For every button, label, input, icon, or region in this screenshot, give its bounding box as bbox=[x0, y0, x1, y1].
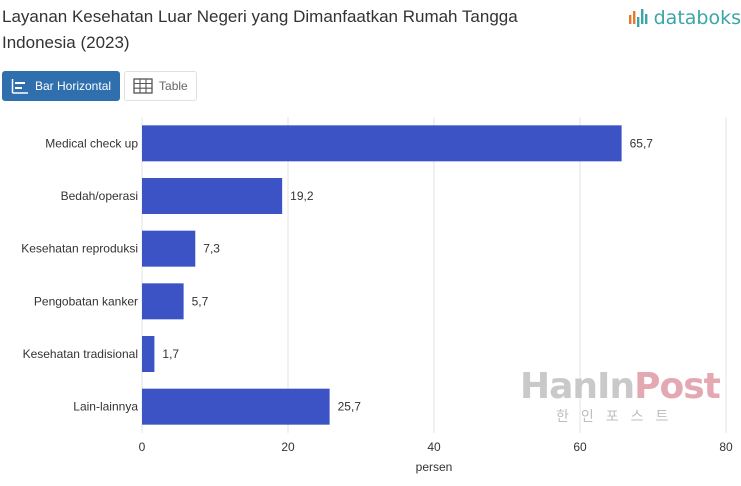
value-label: 25,7 bbox=[338, 400, 362, 414]
value-label: 5,7 bbox=[192, 294, 209, 308]
view-toolbar: Bar Horizontal Table bbox=[2, 71, 197, 101]
bar[interactable] bbox=[142, 336, 155, 372]
category-label: Bedah/operasi bbox=[61, 189, 138, 203]
chart-title: Layanan Kesehatan Luar Negeri yang Diman… bbox=[2, 7, 518, 52]
x-tick-label: 80 bbox=[719, 440, 733, 454]
category-label: Pengobatan kanker bbox=[34, 294, 138, 308]
category-label: Lain-lainnya bbox=[73, 400, 138, 414]
category-label: Kesehatan reproduksi bbox=[21, 242, 138, 256]
bar[interactable] bbox=[142, 388, 330, 425]
value-label: 19,2 bbox=[290, 189, 314, 203]
bar-horizontal-button[interactable]: Bar Horizontal bbox=[2, 71, 121, 101]
x-tick-label: 40 bbox=[427, 440, 441, 454]
x-tick-label: 60 bbox=[573, 440, 587, 454]
value-label: 65,7 bbox=[630, 136, 654, 150]
x-tick-label: 20 bbox=[281, 440, 295, 454]
bar[interactable] bbox=[142, 283, 184, 320]
bar-horizontal-label: Bar Horizontal bbox=[35, 79, 112, 93]
table-grid-icon bbox=[133, 78, 153, 94]
logo-text: databoks bbox=[653, 7, 741, 29]
bar[interactable] bbox=[142, 230, 196, 267]
bar[interactable] bbox=[142, 178, 283, 214]
bar-chart-icon bbox=[11, 78, 29, 94]
value-label: 1,7 bbox=[162, 347, 179, 361]
bar-chart: 0 20 40 60 80 Medical check up 65,7 Bedah/opera… bbox=[21, 117, 733, 474]
category-label: Kesehatan tradisional bbox=[23, 347, 138, 361]
logo-bars-icon bbox=[628, 9, 648, 27]
x-tick-label: 0 bbox=[139, 440, 146, 454]
bars bbox=[142, 125, 622, 425]
x-axis-label: persen bbox=[416, 460, 453, 474]
gridlines bbox=[141, 117, 727, 433]
category-label: Medical check up bbox=[45, 136, 138, 150]
value-label: 7,3 bbox=[203, 242, 220, 256]
labels: 0 20 40 60 80 Medical check up 65,7 Bedah/opera… bbox=[21, 136, 733, 454]
bar[interactable] bbox=[142, 125, 622, 162]
databoks-logo: databoks bbox=[628, 6, 741, 30]
table-label: Table bbox=[159, 79, 188, 93]
table-button[interactable]: Table bbox=[124, 71, 197, 101]
